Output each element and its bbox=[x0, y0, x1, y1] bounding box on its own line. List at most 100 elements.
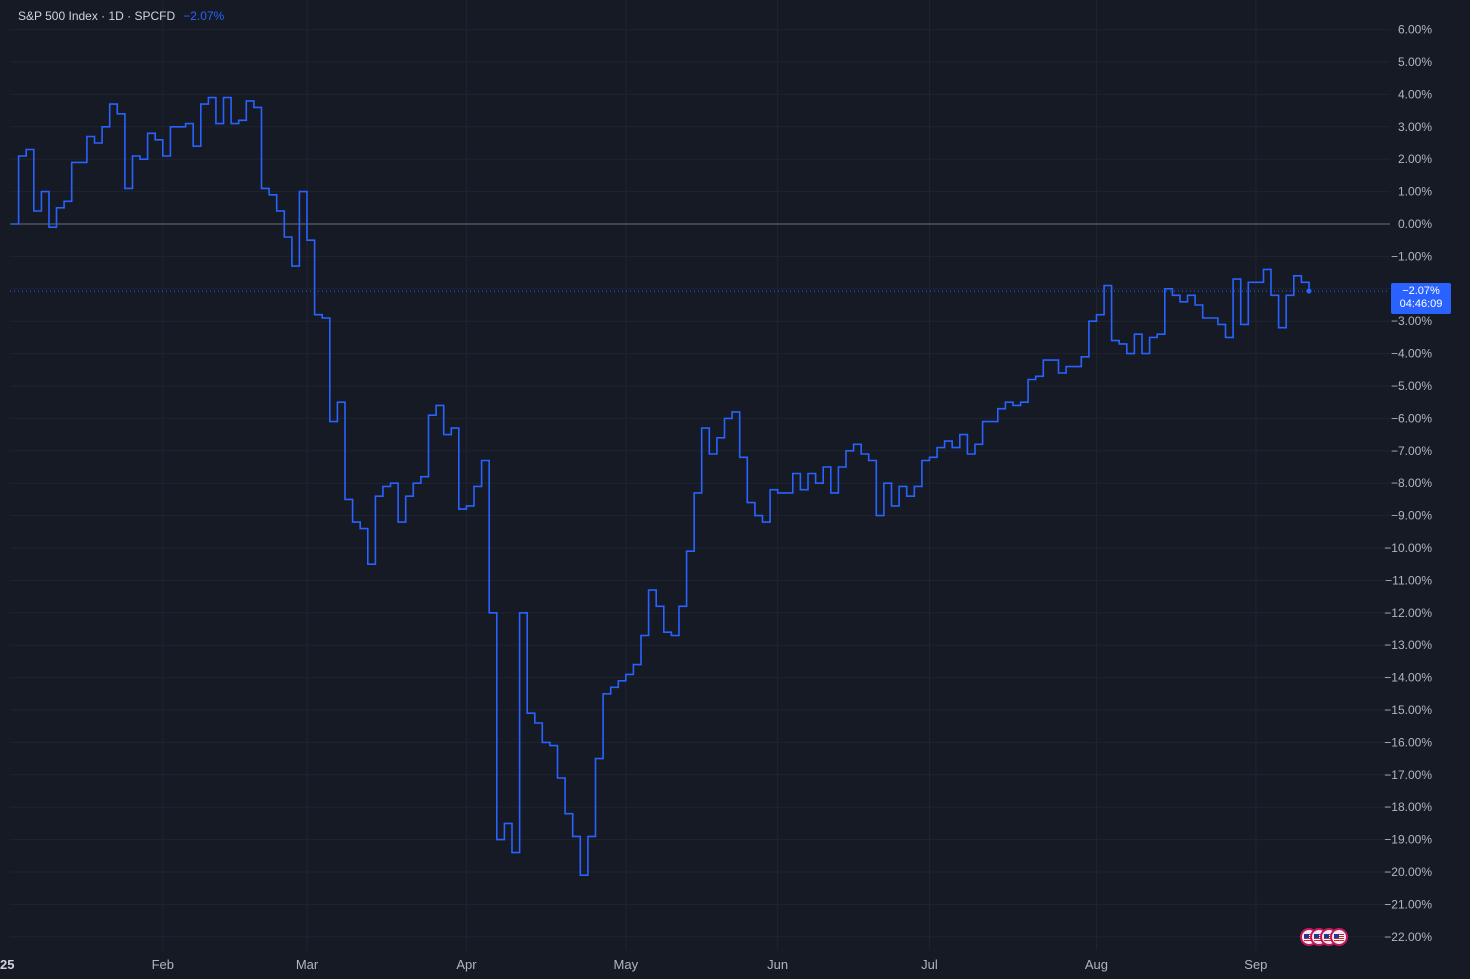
data-point bbox=[1300, 281, 1302, 283]
data-point bbox=[177, 126, 179, 128]
y-tick-label: −12.00% bbox=[1384, 606, 1432, 620]
data-point bbox=[108, 103, 110, 105]
data-point bbox=[1285, 294, 1287, 296]
data-point bbox=[1171, 294, 1173, 296]
data-point bbox=[1293, 275, 1295, 277]
us-flag-icon[interactable] bbox=[1330, 928, 1348, 946]
y-tick-label: −17.00% bbox=[1384, 768, 1432, 782]
data-point bbox=[55, 207, 57, 209]
data-point bbox=[655, 605, 657, 607]
plot-area[interactable] bbox=[10, 0, 1390, 950]
data-point bbox=[609, 686, 611, 688]
y-tick-label: −10.00% bbox=[1384, 541, 1432, 555]
data-point bbox=[1247, 281, 1249, 283]
y-tick-label: −1.00% bbox=[1391, 249, 1432, 263]
data-point bbox=[162, 155, 164, 157]
legend-symbol[interactable]: S&P 500 Index · 1D · SPCFD bbox=[18, 9, 176, 23]
data-point bbox=[723, 417, 725, 419]
y-tick-label: −9.00% bbox=[1391, 509, 1432, 523]
data-point bbox=[739, 456, 741, 458]
y-tick-label: 5.00% bbox=[1398, 55, 1432, 69]
data-point bbox=[936, 446, 938, 448]
data-point bbox=[1088, 320, 1090, 322]
data-point bbox=[526, 712, 528, 714]
data-point bbox=[678, 605, 680, 607]
data-point bbox=[184, 122, 186, 124]
data-point bbox=[852, 443, 854, 445]
x-axis-first-label: 25 bbox=[0, 957, 15, 972]
data-point bbox=[48, 226, 50, 228]
y-tick-label: −16.00% bbox=[1384, 735, 1432, 749]
data-point bbox=[1103, 284, 1105, 286]
economic-events-group[interactable] bbox=[1300, 928, 1352, 948]
data-point bbox=[1057, 372, 1059, 374]
data-point bbox=[86, 135, 88, 137]
data-point bbox=[154, 139, 156, 141]
data-point bbox=[875, 514, 877, 516]
data-point bbox=[1072, 365, 1074, 367]
data-point bbox=[412, 482, 414, 484]
data-point bbox=[389, 482, 391, 484]
data-point bbox=[374, 495, 376, 497]
data-point bbox=[321, 317, 323, 319]
data-point bbox=[146, 132, 148, 134]
data-point bbox=[192, 145, 194, 147]
data-point bbox=[329, 420, 331, 422]
data-point bbox=[450, 427, 452, 429]
data-point bbox=[1209, 317, 1211, 319]
data-point bbox=[784, 492, 786, 494]
data-point bbox=[33, 210, 35, 212]
data-point bbox=[1148, 336, 1150, 338]
data-point bbox=[275, 210, 277, 212]
data-point bbox=[1141, 352, 1143, 354]
data-point bbox=[966, 453, 968, 455]
data-point bbox=[207, 96, 209, 98]
data-point bbox=[480, 459, 482, 461]
data-point bbox=[306, 239, 308, 241]
data-point bbox=[93, 142, 95, 144]
data-point bbox=[898, 485, 900, 487]
data-point bbox=[427, 414, 429, 416]
x-tick-label: Apr bbox=[456, 957, 477, 972]
data-point bbox=[1035, 375, 1037, 377]
y-axis-tick-labels: 6.00% 5.00% 4.00% 3.00% 2.00% 1.00% 0.00% −1.00… bbox=[1384, 23, 1432, 944]
data-point bbox=[883, 482, 885, 484]
data-point bbox=[587, 835, 589, 837]
data-point bbox=[921, 459, 923, 461]
data-point bbox=[116, 113, 118, 115]
data-point bbox=[473, 485, 475, 487]
series-line-group bbox=[11, 96, 1312, 876]
last-point-marker bbox=[1306, 288, 1312, 294]
data-point bbox=[792, 472, 794, 474]
data-point bbox=[238, 119, 240, 121]
data-point bbox=[518, 612, 520, 614]
data-point bbox=[1126, 352, 1128, 354]
data-point bbox=[890, 505, 892, 507]
x-axis-tick-labels: Feb Mar Apr May Jun Jul Aug Sep bbox=[152, 957, 1268, 972]
data-point bbox=[632, 663, 634, 665]
data-point bbox=[17, 155, 19, 157]
data-point bbox=[541, 741, 543, 743]
data-point bbox=[564, 812, 566, 814]
data-point bbox=[1110, 339, 1112, 341]
y-tick-label: −3.00% bbox=[1391, 314, 1432, 328]
data-point bbox=[503, 822, 505, 824]
data-point bbox=[708, 453, 710, 455]
data-point bbox=[647, 589, 649, 591]
data-point bbox=[951, 446, 953, 448]
symbol-legend[interactable]: S&P 500 Index · 1D · SPCFD −2.07% bbox=[18, 9, 224, 23]
data-point bbox=[670, 634, 672, 636]
data-point bbox=[830, 492, 832, 494]
data-point bbox=[822, 466, 824, 468]
data-point bbox=[716, 437, 718, 439]
data-point bbox=[1156, 333, 1158, 335]
data-point bbox=[496, 838, 498, 840]
data-point bbox=[556, 777, 558, 779]
data-point bbox=[1255, 281, 1257, 283]
data-point bbox=[382, 485, 384, 487]
data-point bbox=[776, 492, 778, 494]
grid-lines bbox=[10, 0, 1390, 950]
data-point bbox=[245, 100, 247, 102]
